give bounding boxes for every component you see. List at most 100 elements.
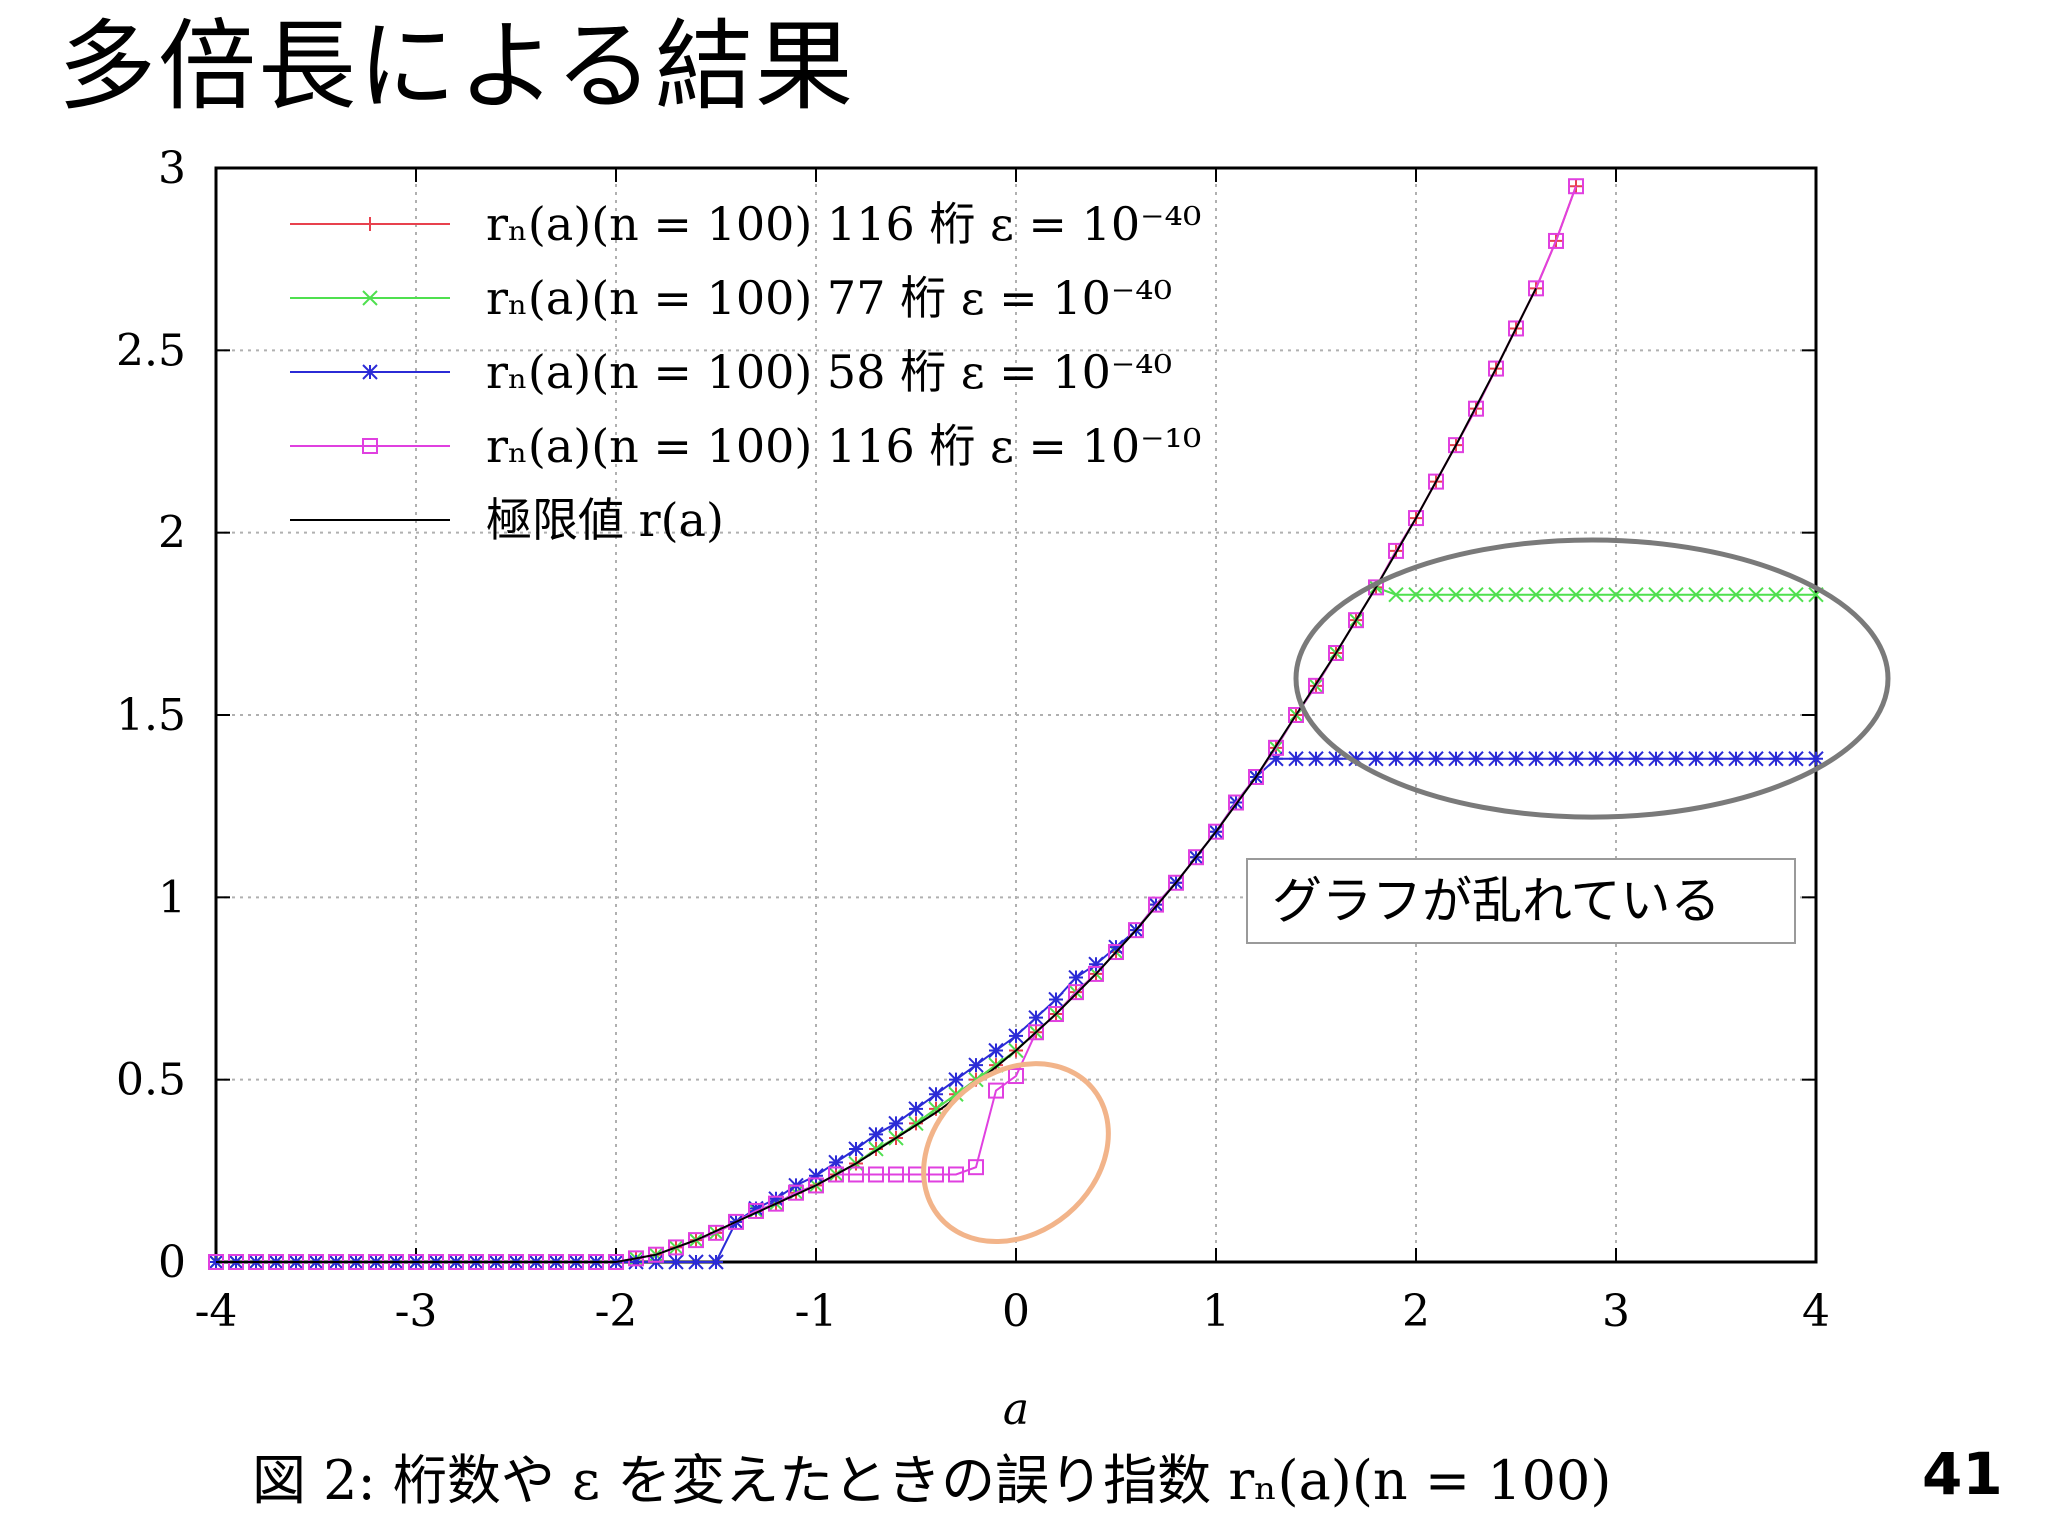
data-point [1568,586,1584,603]
data-point [1748,751,1764,767]
data-point [1448,586,1464,603]
data-point [363,217,377,231]
data-point [1268,751,1284,767]
data-point [1328,645,1344,662]
data-point [1508,586,1524,603]
data-point [1788,751,1804,767]
x-tick-label: 3 [1602,1286,1630,1337]
data-point [1408,510,1424,527]
data-point [1548,232,1564,249]
data-point [1208,823,1224,840]
data-point [868,1126,884,1143]
data-point [788,1184,804,1201]
data-point [1608,751,1624,767]
series-line [216,287,1537,1263]
legend-entry-1: rₙ(a)(n = 100) 116 桁 ε = 10⁻⁴⁰ [290,197,1201,251]
data-point [1068,984,1084,1001]
data-point [1468,586,1484,603]
data-point [828,1154,844,1171]
data-point [1428,751,1444,767]
data-point [1308,751,1324,767]
data-point [1688,751,1704,767]
data-point [1548,751,1564,767]
data-point [362,364,378,380]
data-point [1328,751,1344,767]
data-point [968,1159,984,1176]
y-tick-label: 1.5 [116,690,186,741]
x-tick-label: -2 [595,1286,638,1337]
data-point [888,1115,904,1132]
data-point [808,1167,824,1184]
data-point [1148,896,1164,913]
x-tick-label: -4 [195,1286,238,1337]
data-point [1248,768,1264,785]
data-point [708,1224,724,1241]
data-point [928,1086,944,1102]
data-point [1288,707,1304,723]
x-tick-label: -3 [395,1286,438,1337]
data-point [748,1200,764,1217]
data-point [1528,586,1544,603]
grid-lines [216,168,1816,1262]
x-axis-label: a [1003,1384,1029,1435]
data-point [1528,751,1544,767]
legend-entry-3: rₙ(a)(n = 100) 58 桁 ε = 10⁻⁴⁰ [290,345,1172,399]
annotation-ellipse [921,1061,1111,1245]
data-point [1508,751,1524,767]
data-point [1488,360,1504,377]
data-point [1728,586,1744,603]
data-point [1388,542,1404,559]
data-point [808,1177,824,1194]
data-point [1788,586,1804,603]
data-point [1568,178,1584,195]
data-point [828,1166,844,1183]
data-point [1348,751,1364,767]
axis-ticks: -4 -3 -2 -1 0 1 2 3 4 0 0.5 1 1.5 2 2.5 3 [116,143,1830,1337]
data-point [628,1254,644,1270]
data-point [1228,794,1244,811]
data-point [1668,751,1684,767]
y-tick-label: 0 [158,1237,186,1288]
x-tick-label: -1 [795,1286,838,1337]
data-point [1528,280,1544,297]
slide-title: 多倍長による結果 [58,10,856,124]
data-point [628,1250,644,1267]
data-point [1448,437,1464,454]
data-point [968,1057,984,1073]
data-point [1648,751,1664,767]
page-number: 41 [1922,1440,2003,1508]
data-point [1588,586,1604,603]
data-point [1048,1006,1064,1023]
data-point [1108,944,1124,961]
data-point [768,1195,784,1212]
legend-entry-4: rₙ(a)(n = 100) 116 桁 ε = 10⁻¹⁰ [290,419,1201,473]
data-point [648,1246,664,1263]
data-point [1488,586,1504,603]
data-point [1488,751,1504,767]
data-point [1348,612,1364,629]
data-point [888,1166,904,1183]
y-tick-label: 1 [158,872,186,923]
data-point [708,1254,724,1270]
x-tick-label: 1 [1202,1286,1230,1337]
data-point [928,1166,944,1183]
data-point [1808,751,1824,767]
data-point [1708,586,1724,603]
data-point [1388,751,1404,767]
data-point [1548,586,1564,603]
legend-entry-2: rₙ(a)(n = 100) 77 桁 ε = 10⁻⁴⁰ [290,271,1172,325]
data-point [668,1254,684,1270]
data-point [988,1042,1004,1059]
data-point [1088,956,1104,972]
data-point [1408,751,1424,767]
data-point [1408,586,1424,603]
data-point [1428,473,1444,490]
y-tick-label: 3 [158,143,186,194]
data-point [688,1232,704,1249]
data-point [1368,751,1384,767]
data-point [1008,1068,1024,1085]
data-point [1468,751,1484,767]
data-point [1028,1024,1044,1041]
annotation-ellipses [921,537,1891,1245]
